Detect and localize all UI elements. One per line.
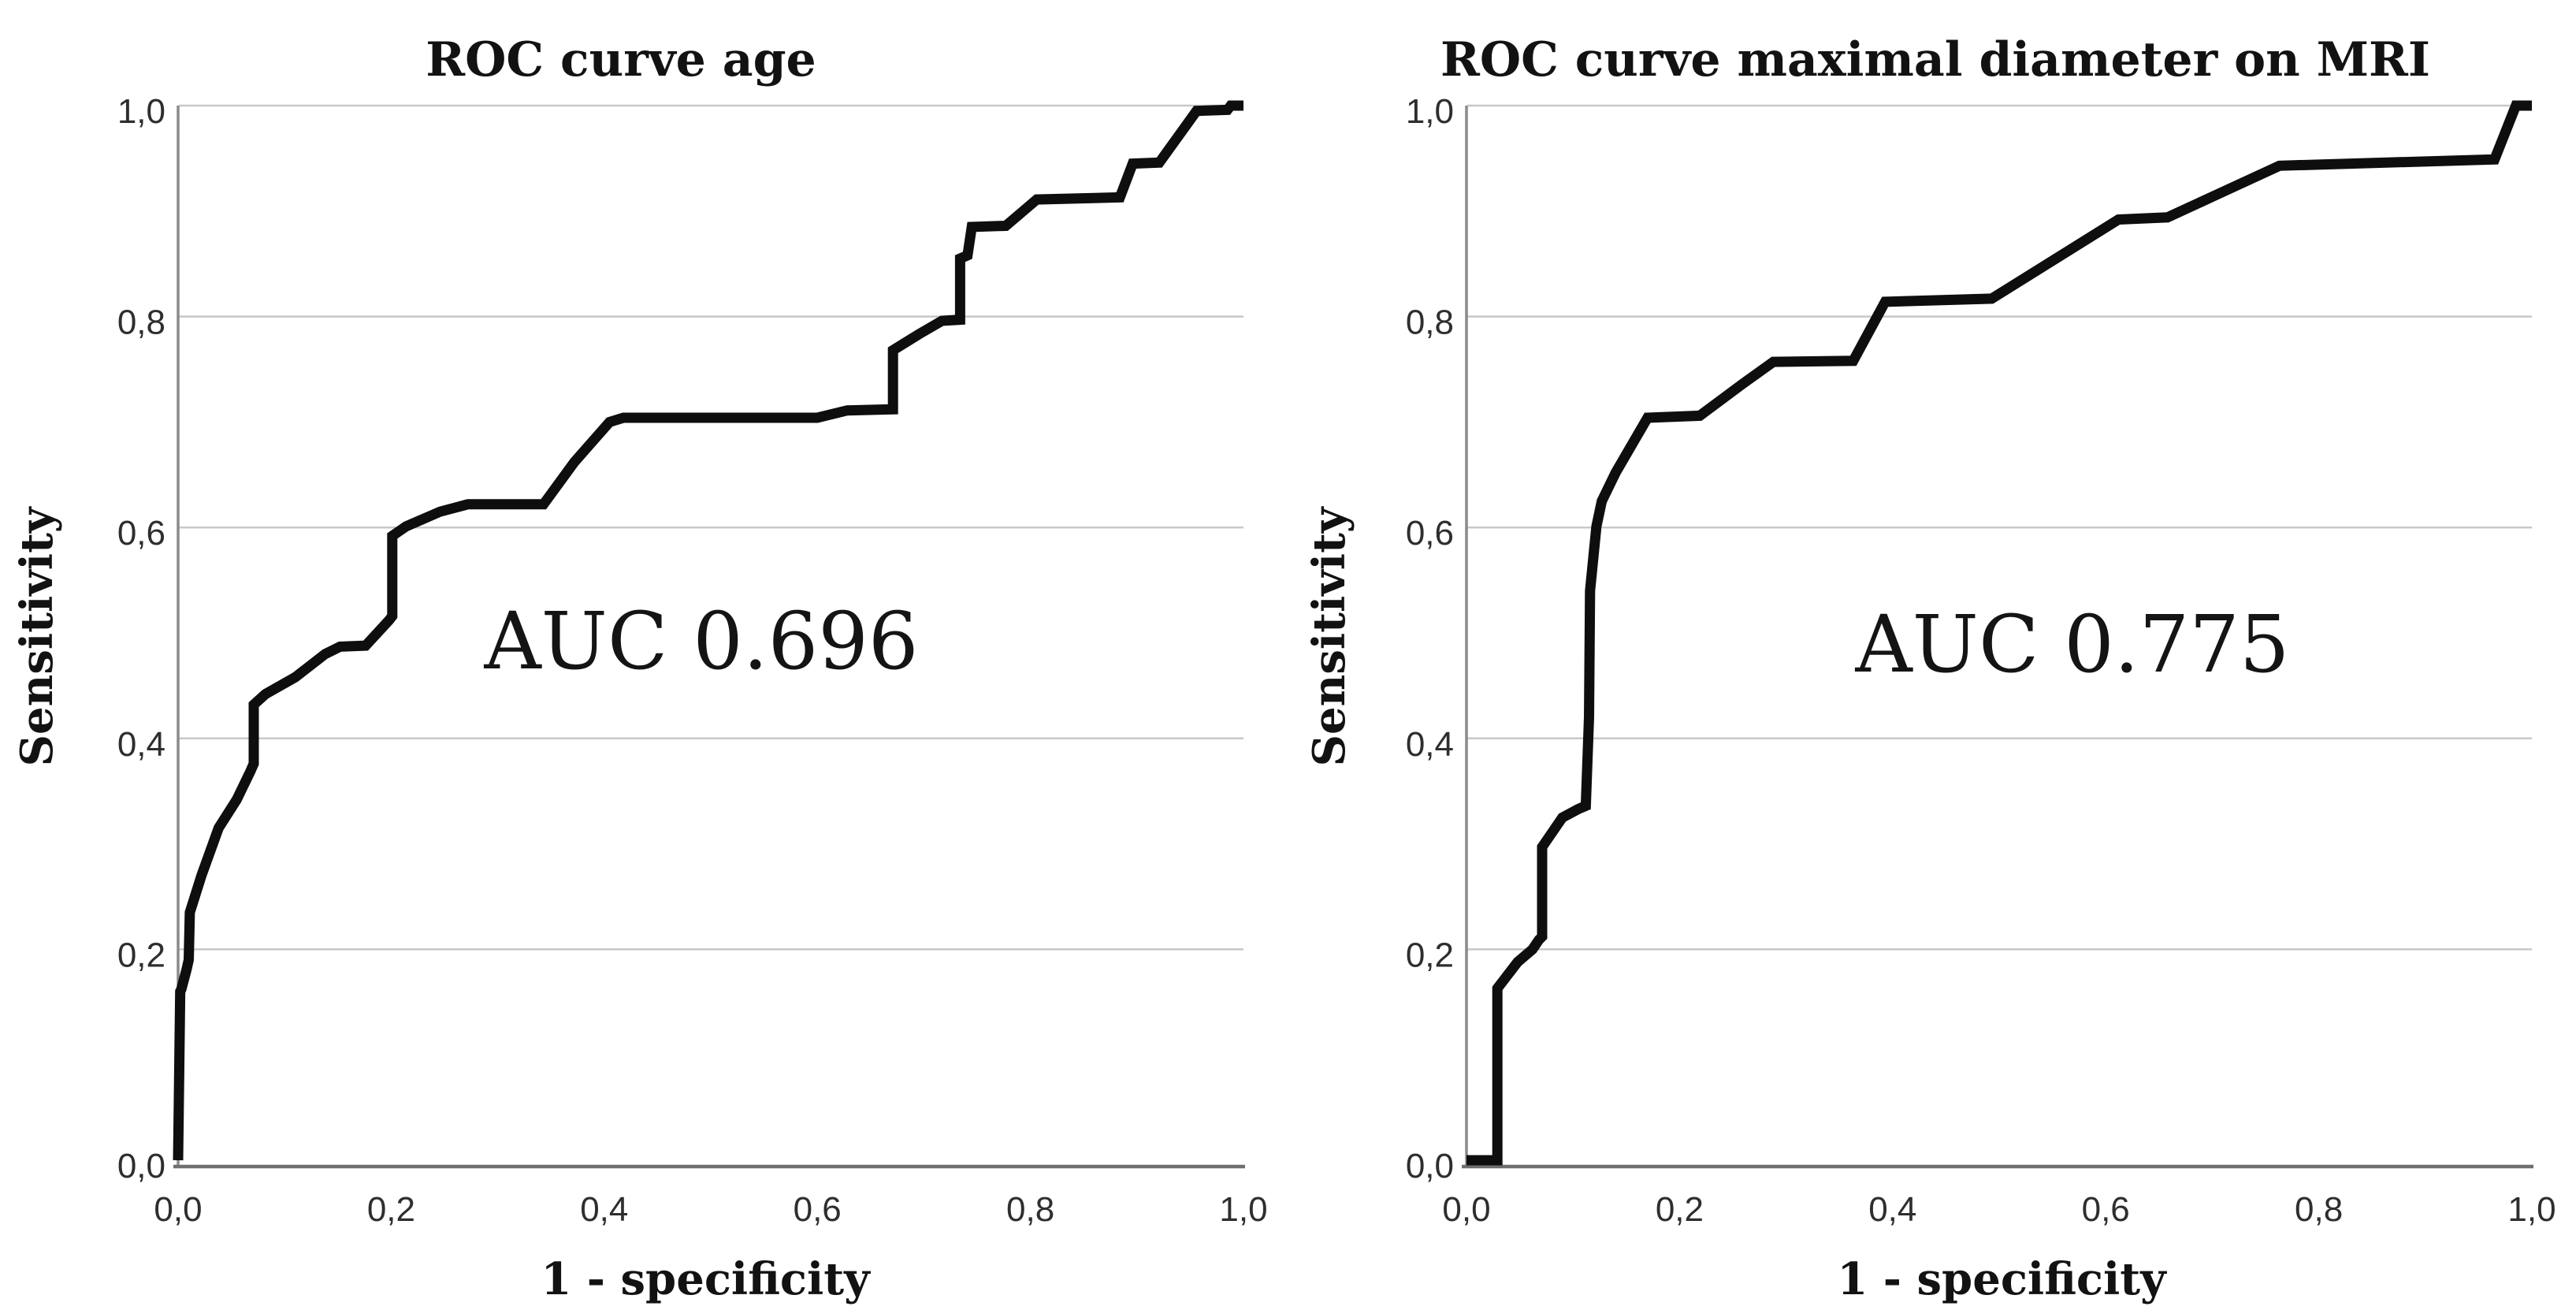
x-tick-label: 0,4 xyxy=(580,1190,628,1229)
roc-step-curve xyxy=(1466,100,2532,1166)
y-tick-label: 0,2 xyxy=(117,936,165,974)
left-yaxis-label: Sensitivity xyxy=(11,506,63,766)
x-tick-label: 1,0 xyxy=(1219,1190,1267,1229)
right-axes xyxy=(1462,106,2533,1169)
x-tick-label: 0,6 xyxy=(794,1190,842,1229)
x-tick-label: 0,2 xyxy=(367,1190,415,1229)
y-tick-label: 0,8 xyxy=(117,303,165,342)
y-tick-label: 0,2 xyxy=(1406,936,1454,974)
left-roc-chart: 0,0 0,2 0,4 0,6 0,8 1,0 0,0 0,2 0,4 0,6 0,8 1,0 RO… xyxy=(11,32,1268,1305)
x-tick-label: 0,2 xyxy=(1656,1190,1704,1229)
y-tick-label: 0,6 xyxy=(1406,514,1454,553)
x-tick-label: 0,8 xyxy=(1006,1190,1054,1229)
left-roc-curve-group xyxy=(173,100,1243,1161)
y-tick-label: 0,4 xyxy=(1406,725,1454,764)
x-tick-label: 1,0 xyxy=(2507,1190,2556,1229)
right-x-tick-labels: 0,0 0,2 0,4 0,6 0,8 1,0 xyxy=(1442,1190,2556,1229)
right-auc-annotation: AUC 0.775 xyxy=(1854,598,2289,690)
x-tick-label: 0,8 xyxy=(2295,1190,2343,1229)
y-tick-label: 0,0 xyxy=(1406,1147,1454,1185)
left-gridlines xyxy=(179,104,1243,951)
left-x-tick-labels: 0,0 0,2 0,4 0,6 0,8 1,0 xyxy=(154,1190,1267,1229)
y-tick-label: 1,0 xyxy=(117,92,165,131)
left-xaxis-label: 1 - specificity xyxy=(541,1253,871,1305)
y-tick-label: 0,6 xyxy=(117,514,165,553)
x-tick-label: 0,4 xyxy=(1868,1190,1916,1229)
y-tick-label: 0,0 xyxy=(117,1147,165,1185)
left-auc-annotation: AUC 0.696 xyxy=(483,595,918,687)
x-tick-label: 0,0 xyxy=(154,1190,202,1229)
right-y-tick-labels: 0,0 0,2 0,4 0,6 0,8 1,0 xyxy=(1406,92,1454,1185)
right-yaxis-label: Sensitivity xyxy=(1303,506,1355,766)
left-y-tick-labels: 0,0 0,2 0,4 0,6 0,8 1,0 xyxy=(117,92,165,1185)
roc-step-curve xyxy=(173,100,1243,1161)
right-chart-title: ROC curve maximal diameter on MRI xyxy=(1440,32,2430,87)
x-tick-label: 0,0 xyxy=(1442,1190,1490,1229)
right-roc-curve-group xyxy=(1466,100,2532,1166)
right-xaxis-label: 1 - specificity xyxy=(1837,1253,2167,1305)
right-roc-chart: 0,0 0,2 0,4 0,6 0,8 1,0 0,0 0,2 0,4 0,6 0,8 1,0 RO… xyxy=(1303,32,2556,1305)
left-chart-title: ROC curve age xyxy=(426,32,816,87)
y-tick-label: 1,0 xyxy=(1406,92,1454,131)
y-tick-label: 0,4 xyxy=(117,725,165,764)
y-tick-label: 0,8 xyxy=(1406,303,1454,342)
right-gridlines xyxy=(1467,104,2532,951)
x-tick-label: 0,6 xyxy=(2082,1190,2130,1229)
